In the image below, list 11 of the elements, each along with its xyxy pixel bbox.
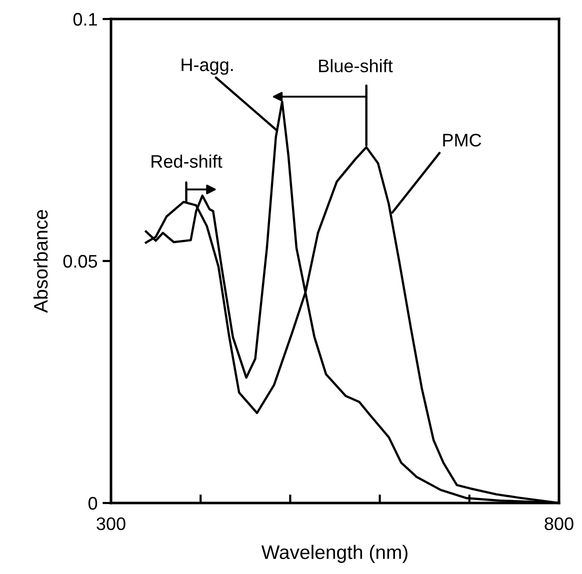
y-axis-title: Absorbance xyxy=(33,210,48,313)
x-tick-label: 800 xyxy=(544,517,574,530)
y-tick-label: 0 xyxy=(88,496,98,510)
y-tick-label: 0.1 xyxy=(73,12,97,26)
annotation: Blue-shift xyxy=(319,59,393,72)
annotation: H-agg. xyxy=(182,58,233,75)
x-tick-label: 300 xyxy=(96,517,126,530)
y-tick-label: 0.05 xyxy=(63,254,98,268)
annotation: PMC xyxy=(443,134,482,147)
x-axis-title: Wavelength (nm) xyxy=(261,544,408,563)
annotation: Red-shift xyxy=(152,154,222,168)
